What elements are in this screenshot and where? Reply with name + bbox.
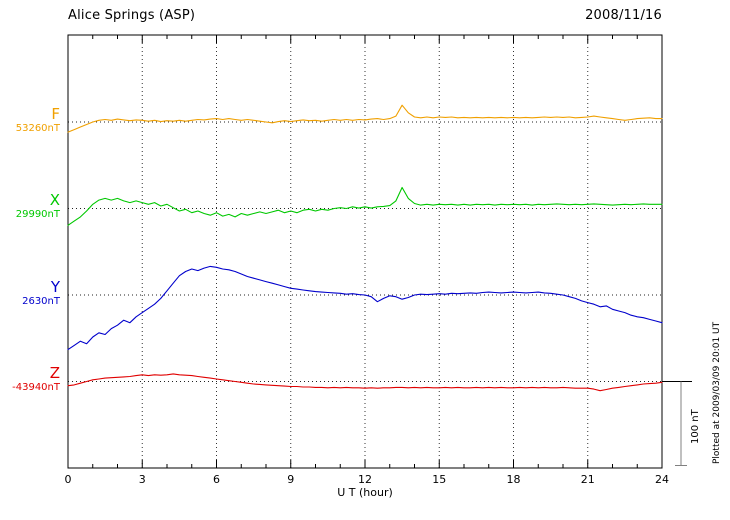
trace-letter-y: Y [50,278,60,296]
trace-baseline-value-y: 2630nT [22,296,60,307]
trace-baseline-value-f: 53260nT [15,123,60,134]
svg-text:24: 24 [655,473,669,486]
plotted-at-note: Plotted at 2009/03/09 20:01 UT [712,321,722,464]
scale-bar-label: 100 nT [690,409,701,444]
plot-date: 2008/11/16 [585,8,662,23]
svg-text:15: 15 [432,473,446,486]
trace-letter-z: Z [49,364,60,382]
trace-label-f: F 53260nT [16,107,60,135]
trace-baseline-value-x: 29990nT [15,209,60,220]
trace-letter-f: F [51,105,60,123]
trace-label-y: Y 2630nT [22,280,60,308]
trace-label-z: Z -43940nT [12,366,60,394]
svg-text:3: 3 [139,473,146,486]
svg-text:9: 9 [287,473,294,486]
svg-text:0: 0 [65,473,72,486]
svg-text:12: 12 [358,473,372,486]
trace-baseline-value-z: -43940nT [12,382,60,393]
trace-label-x: X 29990nT [16,193,60,221]
svg-text:6: 6 [213,473,220,486]
trace-letter-x: X [49,191,60,209]
svg-text:21: 21 [581,473,595,486]
svg-text:18: 18 [507,473,521,486]
x-axis-label: U T (hour) [337,486,393,499]
station-title: Alice Springs (ASP) [68,8,196,23]
